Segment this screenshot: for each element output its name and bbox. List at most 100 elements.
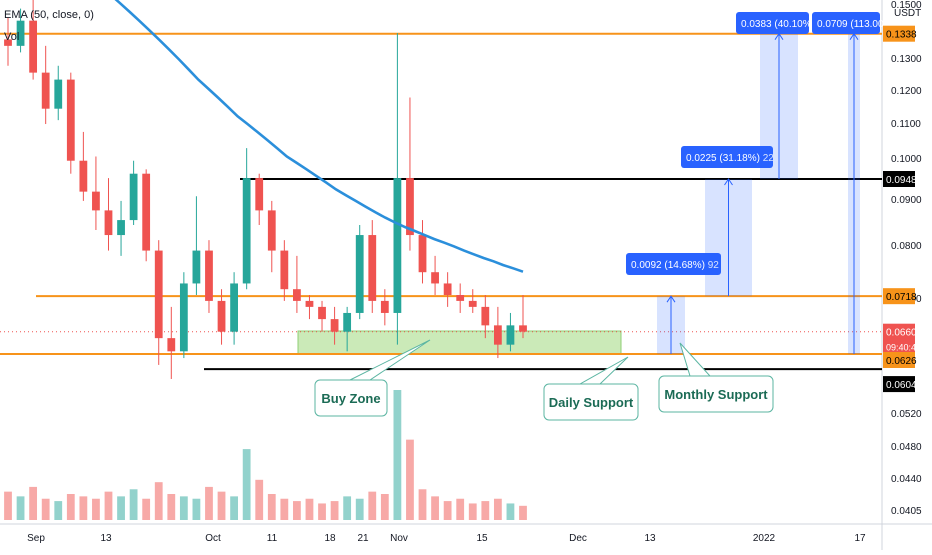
price-tick-label: 0.0405 xyxy=(891,506,922,517)
candle-body[interactable] xyxy=(267,210,276,251)
candle-body[interactable] xyxy=(242,178,251,284)
ema-legend[interactable]: EMA (50, close, 0) xyxy=(4,9,94,21)
buy-zone-layer xyxy=(297,330,622,355)
level-tag-label: 0.0948 xyxy=(886,175,917,186)
candle-body[interactable] xyxy=(54,79,63,109)
candle-body[interactable] xyxy=(456,295,465,301)
volume-bars xyxy=(4,390,527,520)
volume-bar xyxy=(318,503,326,520)
candle-body[interactable] xyxy=(217,300,226,332)
callout-box[interactable] xyxy=(658,375,774,413)
volume-bar xyxy=(481,501,490,520)
volume-bar xyxy=(355,498,364,520)
level-tag-label: 0.0660 xyxy=(886,328,917,339)
candle-body[interactable] xyxy=(443,283,452,296)
candle-body[interactable] xyxy=(519,325,527,332)
callout-box[interactable] xyxy=(543,383,639,421)
currency-label[interactable]: USDT xyxy=(894,8,921,19)
candle-body[interactable] xyxy=(468,300,477,307)
candle-body[interactable] xyxy=(305,300,314,307)
callouts: Buy Zone Daily Support Monthly Support xyxy=(314,339,774,421)
volume-bar xyxy=(167,494,176,520)
candle-body[interactable] xyxy=(493,325,502,345)
candle-body[interactable] xyxy=(368,235,377,301)
candle-body[interactable] xyxy=(192,250,201,284)
time-tick-label: 21 xyxy=(357,533,369,544)
level-tag-label: 0.0718 xyxy=(886,292,917,303)
candle-body[interactable] xyxy=(380,300,389,313)
volume-bar xyxy=(506,503,515,520)
time-tick-label: 18 xyxy=(324,533,336,544)
candle-body[interactable] xyxy=(167,338,176,352)
axes: 0.1500 0.1300 0.1200 0.1100 0.1000 0.0900 0.08… xyxy=(27,0,922,544)
volume-bar xyxy=(92,498,100,520)
level-tag-label: 0.1338 xyxy=(886,30,917,41)
candle-body[interactable] xyxy=(230,283,238,332)
candle-body[interactable] xyxy=(330,319,339,332)
candle-body[interactable] xyxy=(104,210,113,236)
measure-label: 0.0092 (14.68%) 92 xyxy=(631,260,719,271)
level-tag-label: 09:40:44 xyxy=(886,343,921,353)
time-tick-label: 11 xyxy=(267,533,278,544)
candle-body[interactable] xyxy=(129,173,138,221)
candle-body[interactable] xyxy=(280,250,289,290)
price-tick-label: 0.0440 xyxy=(891,474,922,485)
callout-label-monthly-support: Monthly Support xyxy=(664,387,768,402)
candle-body[interactable] xyxy=(205,250,213,301)
candle-body[interactable] xyxy=(66,79,75,161)
candle-body[interactable] xyxy=(506,325,515,345)
candle-body[interactable] xyxy=(255,178,264,211)
candle-body[interactable] xyxy=(418,235,427,273)
measure-tools: 0.0092 (14.68%) 92 0.0225 (31.18%) 225 0.0… xyxy=(626,12,896,355)
candle-body[interactable] xyxy=(318,306,326,320)
ema-line xyxy=(114,0,524,273)
price-tick-label: 0.1100 xyxy=(891,119,921,130)
time-tick-label: Sep xyxy=(27,533,45,544)
candle-body[interactable] xyxy=(393,178,402,313)
candlesticks xyxy=(4,0,527,379)
volume-bar xyxy=(29,486,38,520)
candle-body[interactable] xyxy=(293,289,301,301)
candle-body[interactable] xyxy=(92,191,100,211)
measure-label-box[interactable] xyxy=(736,12,809,34)
candle-body[interactable] xyxy=(117,220,125,236)
callout-box[interactable] xyxy=(314,379,388,417)
plot-area[interactable] xyxy=(0,0,882,524)
vol-legend[interactable]: Vol xyxy=(4,31,19,43)
candle-body[interactable] xyxy=(179,283,188,352)
measure-label: 0.0709 (113.00%) xyxy=(817,19,896,30)
candle-body[interactable] xyxy=(355,235,364,313)
volume-bar xyxy=(443,501,452,520)
candle-body[interactable] xyxy=(29,20,38,73)
candle-body[interactable] xyxy=(406,178,414,236)
volume-bar xyxy=(305,498,314,520)
callout-label-buy-zone: Buy Zone xyxy=(321,391,380,406)
measure-label-box[interactable] xyxy=(812,12,880,34)
measure-label-box[interactable] xyxy=(681,146,773,168)
candle-body[interactable] xyxy=(343,312,352,332)
volume-bar xyxy=(16,496,25,520)
time-tick-label: 15 xyxy=(476,533,488,544)
volume-bar xyxy=(468,503,477,520)
candle-body[interactable] xyxy=(79,160,88,192)
volume-bar xyxy=(493,498,502,520)
candle-body[interactable] xyxy=(142,173,151,251)
candle-body[interactable] xyxy=(154,250,163,339)
volume-bar xyxy=(117,496,125,520)
volume-bar xyxy=(79,496,88,520)
measure-label-box[interactable] xyxy=(626,253,721,275)
candle-body[interactable] xyxy=(41,72,50,109)
candle-body[interactable] xyxy=(4,39,12,46)
price-tick-label: 0.1200 xyxy=(891,86,922,97)
candle-body[interactable] xyxy=(16,20,25,46)
candle-body[interactable] xyxy=(431,272,439,284)
price-tick-label: 0.1000 xyxy=(891,154,922,165)
volume-bar xyxy=(393,390,402,520)
buy-zone-rect[interactable] xyxy=(297,330,622,355)
time-tick-label: Nov xyxy=(390,533,408,544)
volume-bar xyxy=(205,486,213,520)
volume-bar xyxy=(154,482,163,520)
level-tag xyxy=(883,376,915,393)
candle-body[interactable] xyxy=(481,306,490,326)
